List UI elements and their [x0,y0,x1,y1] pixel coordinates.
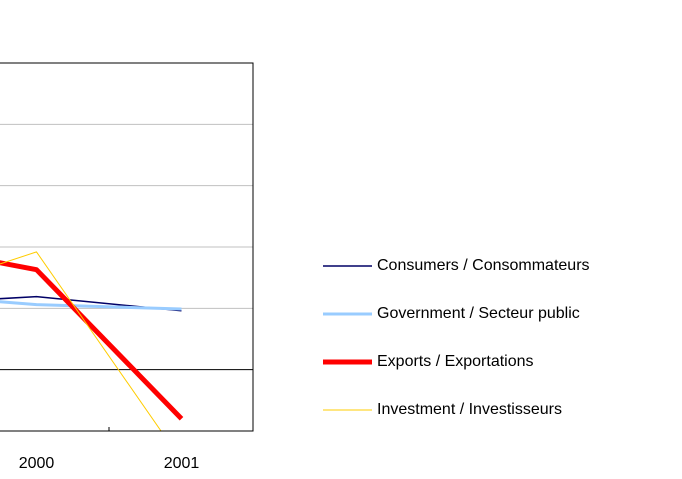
x-tick-label: 2000 [19,455,55,472]
plot-border [0,62,254,432]
legend-label: Consumers / Consommateurs [377,257,590,274]
legend-label: Government / Secteur public [377,305,580,322]
x-tick-label: 2001 [164,455,200,472]
line-series [0,260,184,421]
legend-label: Investment / Investisseurs [377,401,562,418]
plot-area [0,123,253,431]
line-series [0,251,162,431]
line-series [0,300,182,311]
legend-label: Exports / Exportations [377,353,534,370]
legend: Consumers / Consommateurs Government / Se… [323,257,590,418]
